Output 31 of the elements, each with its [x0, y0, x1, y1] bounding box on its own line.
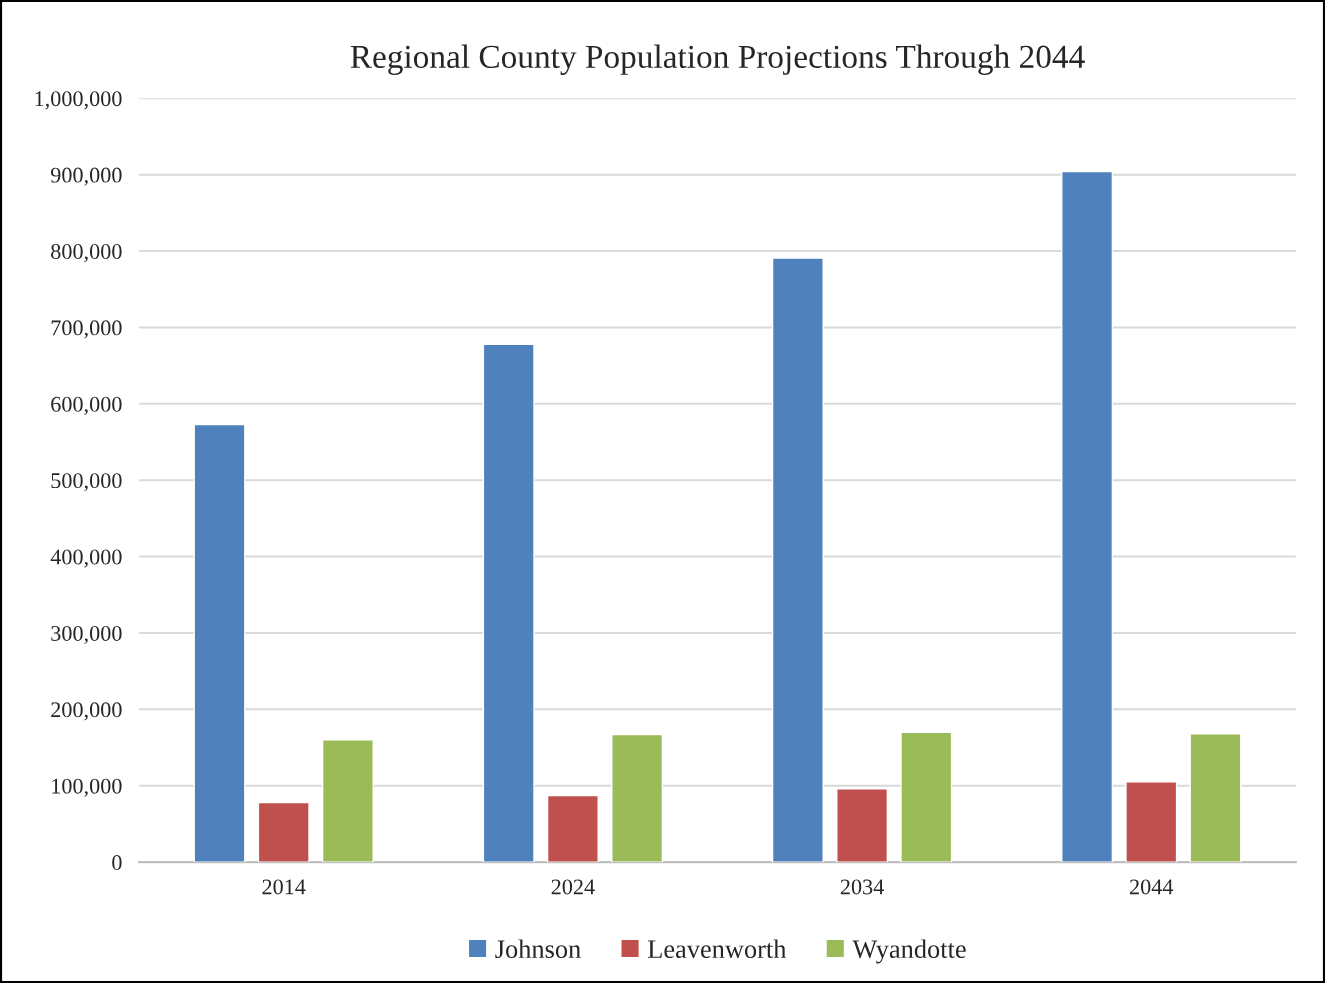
y-tick-label: 800,000 [51, 243, 122, 263]
bar [482, 343, 535, 863]
bar [611, 733, 664, 863]
y-tick-label: 500,000 [51, 473, 122, 492]
legend-label: Wyandotte [852, 939, 966, 964]
y-tick-label: 600,000 [51, 396, 122, 415]
bar [1189, 733, 1242, 863]
chart-title: Regional County Population Projections Through 2044 [350, 44, 1085, 75]
bar [836, 788, 889, 863]
bar [257, 801, 310, 863]
y-tick-label: 1,000,000 [35, 91, 122, 110]
x-tick-label: 2034 [840, 879, 884, 895]
x-tick-label: 2024 [551, 879, 595, 895]
y-tick-label: 700,000 [51, 320, 122, 339]
y-tick-label: 0 [112, 855, 122, 871]
y-tick-label: 300,000 [51, 625, 122, 645]
bar [900, 731, 953, 863]
y-tick-label: 200,000 [51, 702, 122, 721]
bar [321, 739, 374, 863]
bar [771, 257, 824, 863]
x-tick-label: 2014 [262, 879, 306, 895]
legend-label: Johnson [495, 939, 581, 959]
bar [546, 794, 599, 863]
legend-label: Leavenworth [647, 939, 787, 959]
bar [193, 423, 246, 863]
y-tick-label: 900,000 [50, 167, 122, 186]
bar [1125, 781, 1178, 863]
y-tick-label: 400,000 [50, 549, 122, 568]
y-tick-label: 100,000 [52, 778, 122, 797]
bar [1061, 170, 1114, 863]
x-tick-label: 2044 [1130, 879, 1174, 895]
